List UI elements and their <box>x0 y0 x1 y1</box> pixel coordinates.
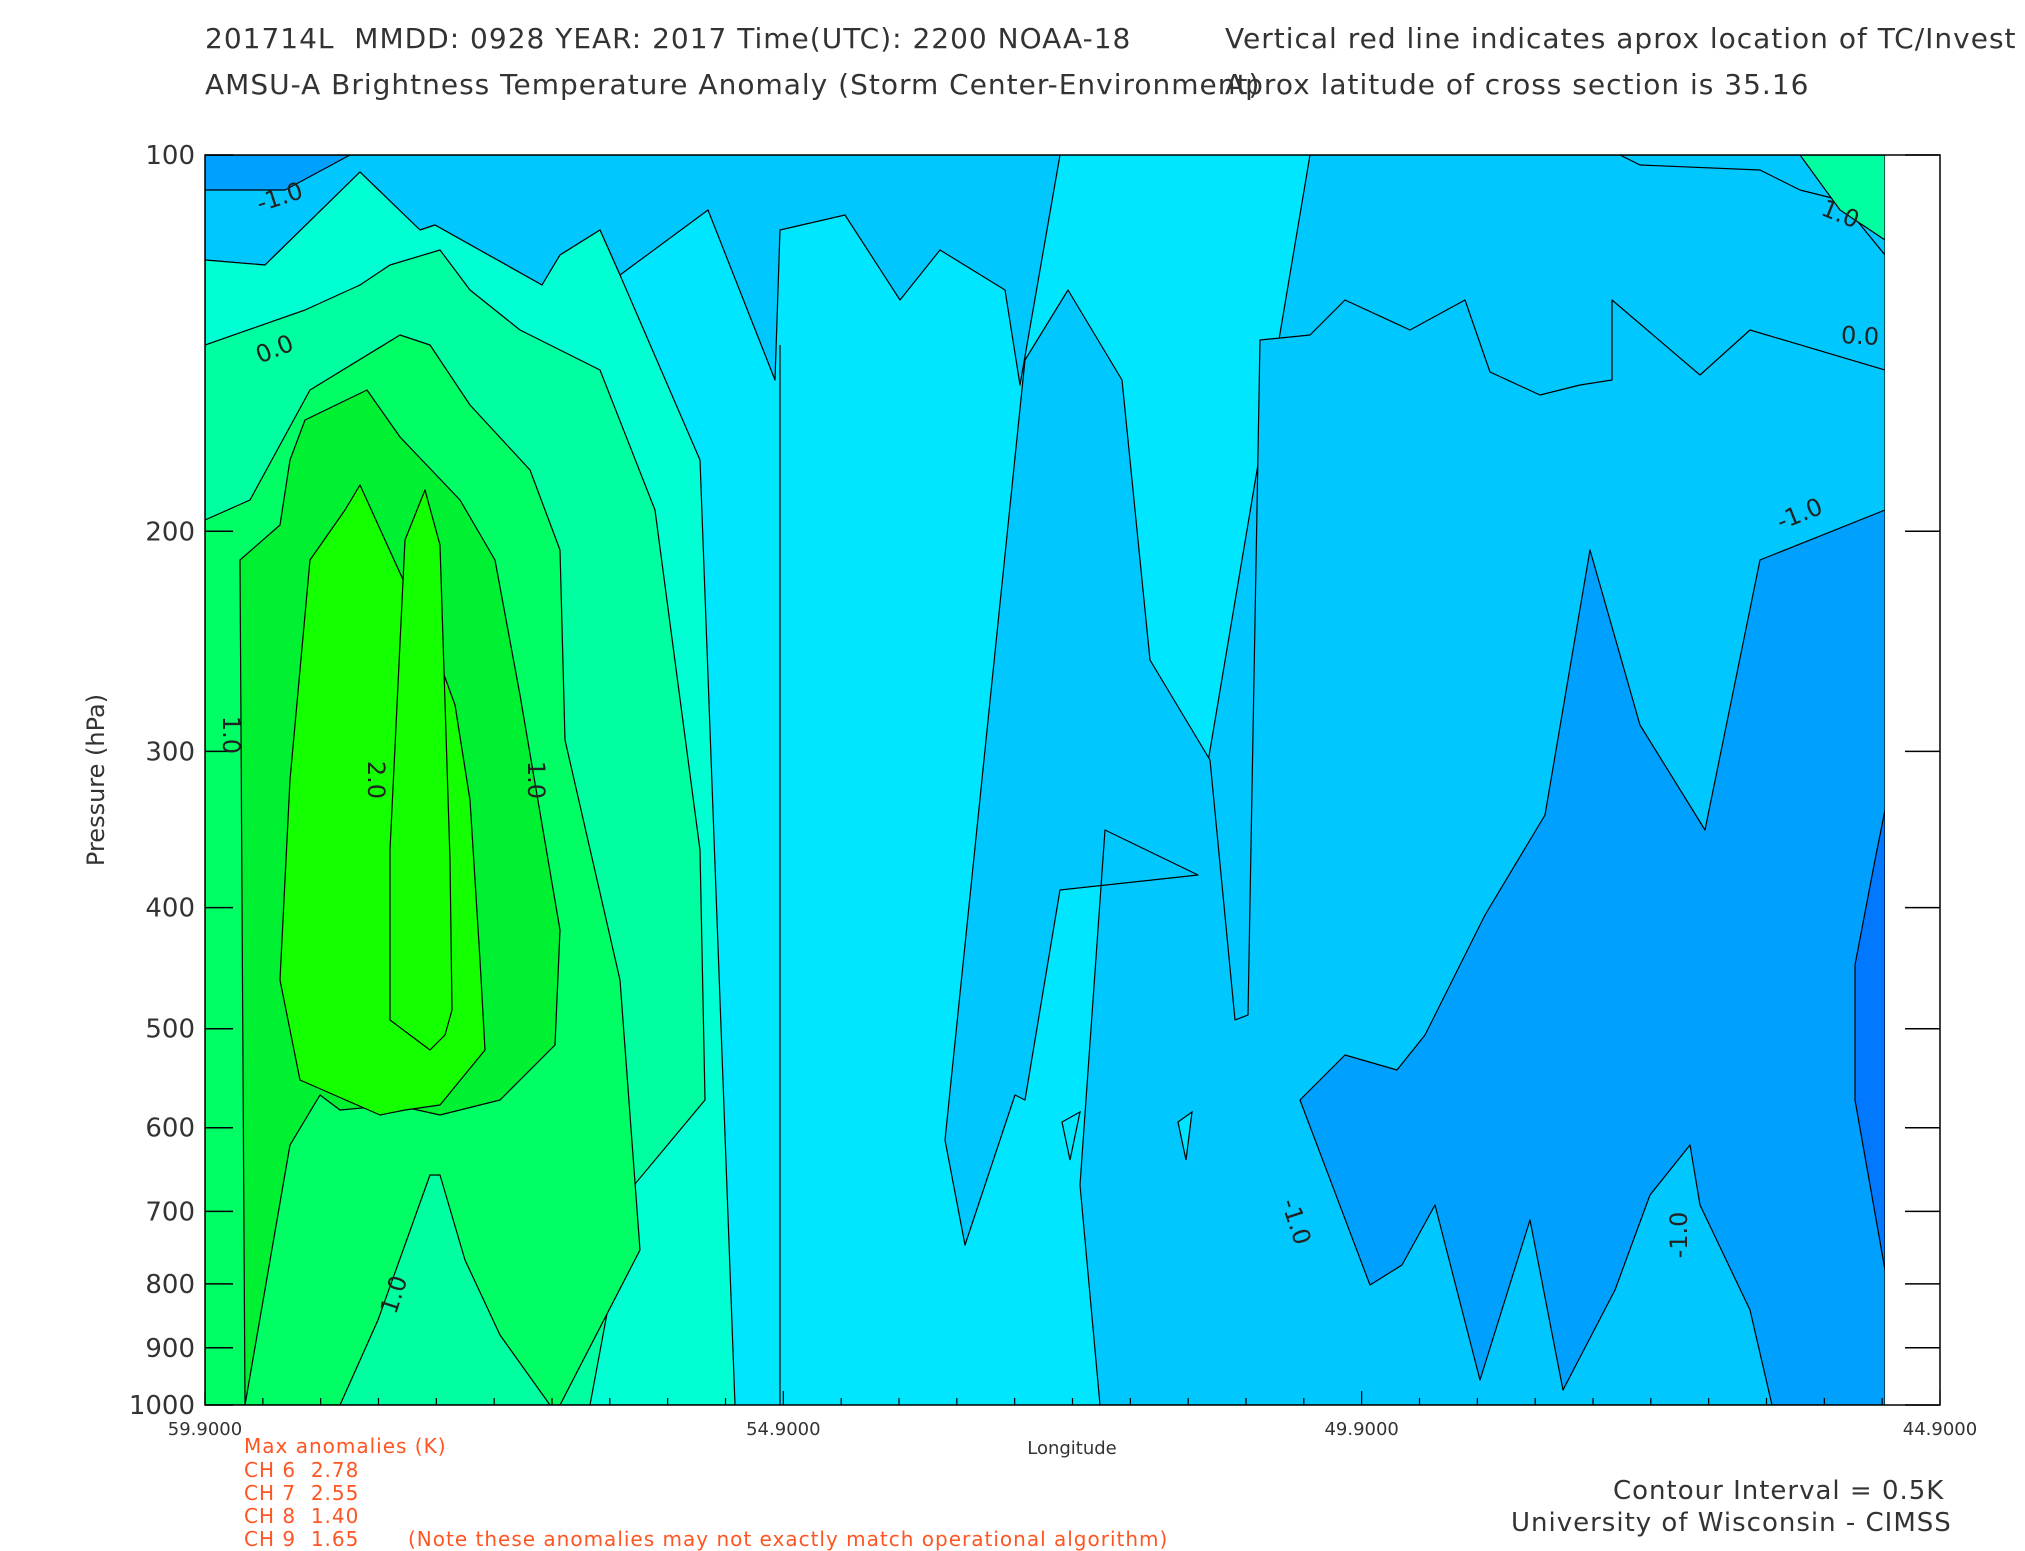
x-tick-label: 54.9000 <box>746 1419 820 1440</box>
anomaly-row: CH 7 2.55 <box>244 1481 360 1505</box>
anomalies-note: (Note these anomalies may not exactly ma… <box>408 1527 1169 1551</box>
contour-region-blue2 <box>1854 809 1885 1271</box>
x-axis-label: Longitude <box>1027 1438 1117 1459</box>
y-tick-label: 700 <box>145 1197 195 1227</box>
y-tick-label: 500 <box>145 1015 195 1045</box>
contour-lines <box>779 345 1193 1405</box>
contour-island <box>1061 1110 1081 1161</box>
anomaly-row: CH 9 1.65 <box>244 1527 360 1551</box>
header-line2-right: Aprox latitude of cross section is 35.16 <box>1225 68 1810 101</box>
contour-region-lt_m1 <box>205 155 351 191</box>
contour-region-lt_m1 <box>1299 509 1885 1405</box>
x-tick-label: 49.9000 <box>1324 1419 1398 1440</box>
contour-region-05_1 <box>1799 155 1885 241</box>
y-tick-label: 800 <box>145 1270 195 1300</box>
y-tick-label: 400 <box>145 894 195 924</box>
institution: University of Wisconsin - CIMSS <box>1511 1508 1952 1538</box>
y-tick-label: 600 <box>145 1114 195 1144</box>
header-line2-left: AMSU-A Brightness Temperature Anomaly (S… <box>205 68 1261 101</box>
contour-label: 2.0 <box>362 761 390 799</box>
anomalies-title: Max anomalies (K) <box>244 1434 447 1458</box>
contour-interval: Contour Interval = 0.5K <box>1613 1476 1945 1506</box>
x-tick-label: 59.9000 <box>168 1419 242 1440</box>
y-tick-label: 200 <box>145 517 195 547</box>
header-line1-left: 201714L MMDD: 0928 YEAR: 2017 Time(UTC):… <box>205 22 1132 55</box>
contour-label: 0.0 <box>1840 321 1880 351</box>
right-blank-margin <box>1885 155 1940 1405</box>
y-tick-label: 900 <box>145 1334 195 1364</box>
anomaly-row: CH 6 2.78 <box>244 1458 360 1482</box>
x-tick-label: 44.9000 <box>1903 1419 1977 1440</box>
header-line1-right: Vertical red line indicates aprox locati… <box>1225 22 2017 55</box>
contour-island <box>1177 1110 1193 1161</box>
contour-fills <box>205 155 1885 1405</box>
contour-label: 1.0 <box>217 716 245 754</box>
y-tick-label: 1000 <box>129 1391 195 1421</box>
contour-label: 1.0 <box>522 761 550 799</box>
y-tick-label: 300 <box>145 737 195 767</box>
contour-region-2_25 <box>389 489 453 1051</box>
y-axis-label: Pressure (hPa) <box>82 694 110 866</box>
y-tick-label: 100 <box>145 141 195 171</box>
contour-label: -1.0 <box>1665 1212 1693 1259</box>
anomaly-row: CH 8 1.40 <box>244 1504 360 1528</box>
